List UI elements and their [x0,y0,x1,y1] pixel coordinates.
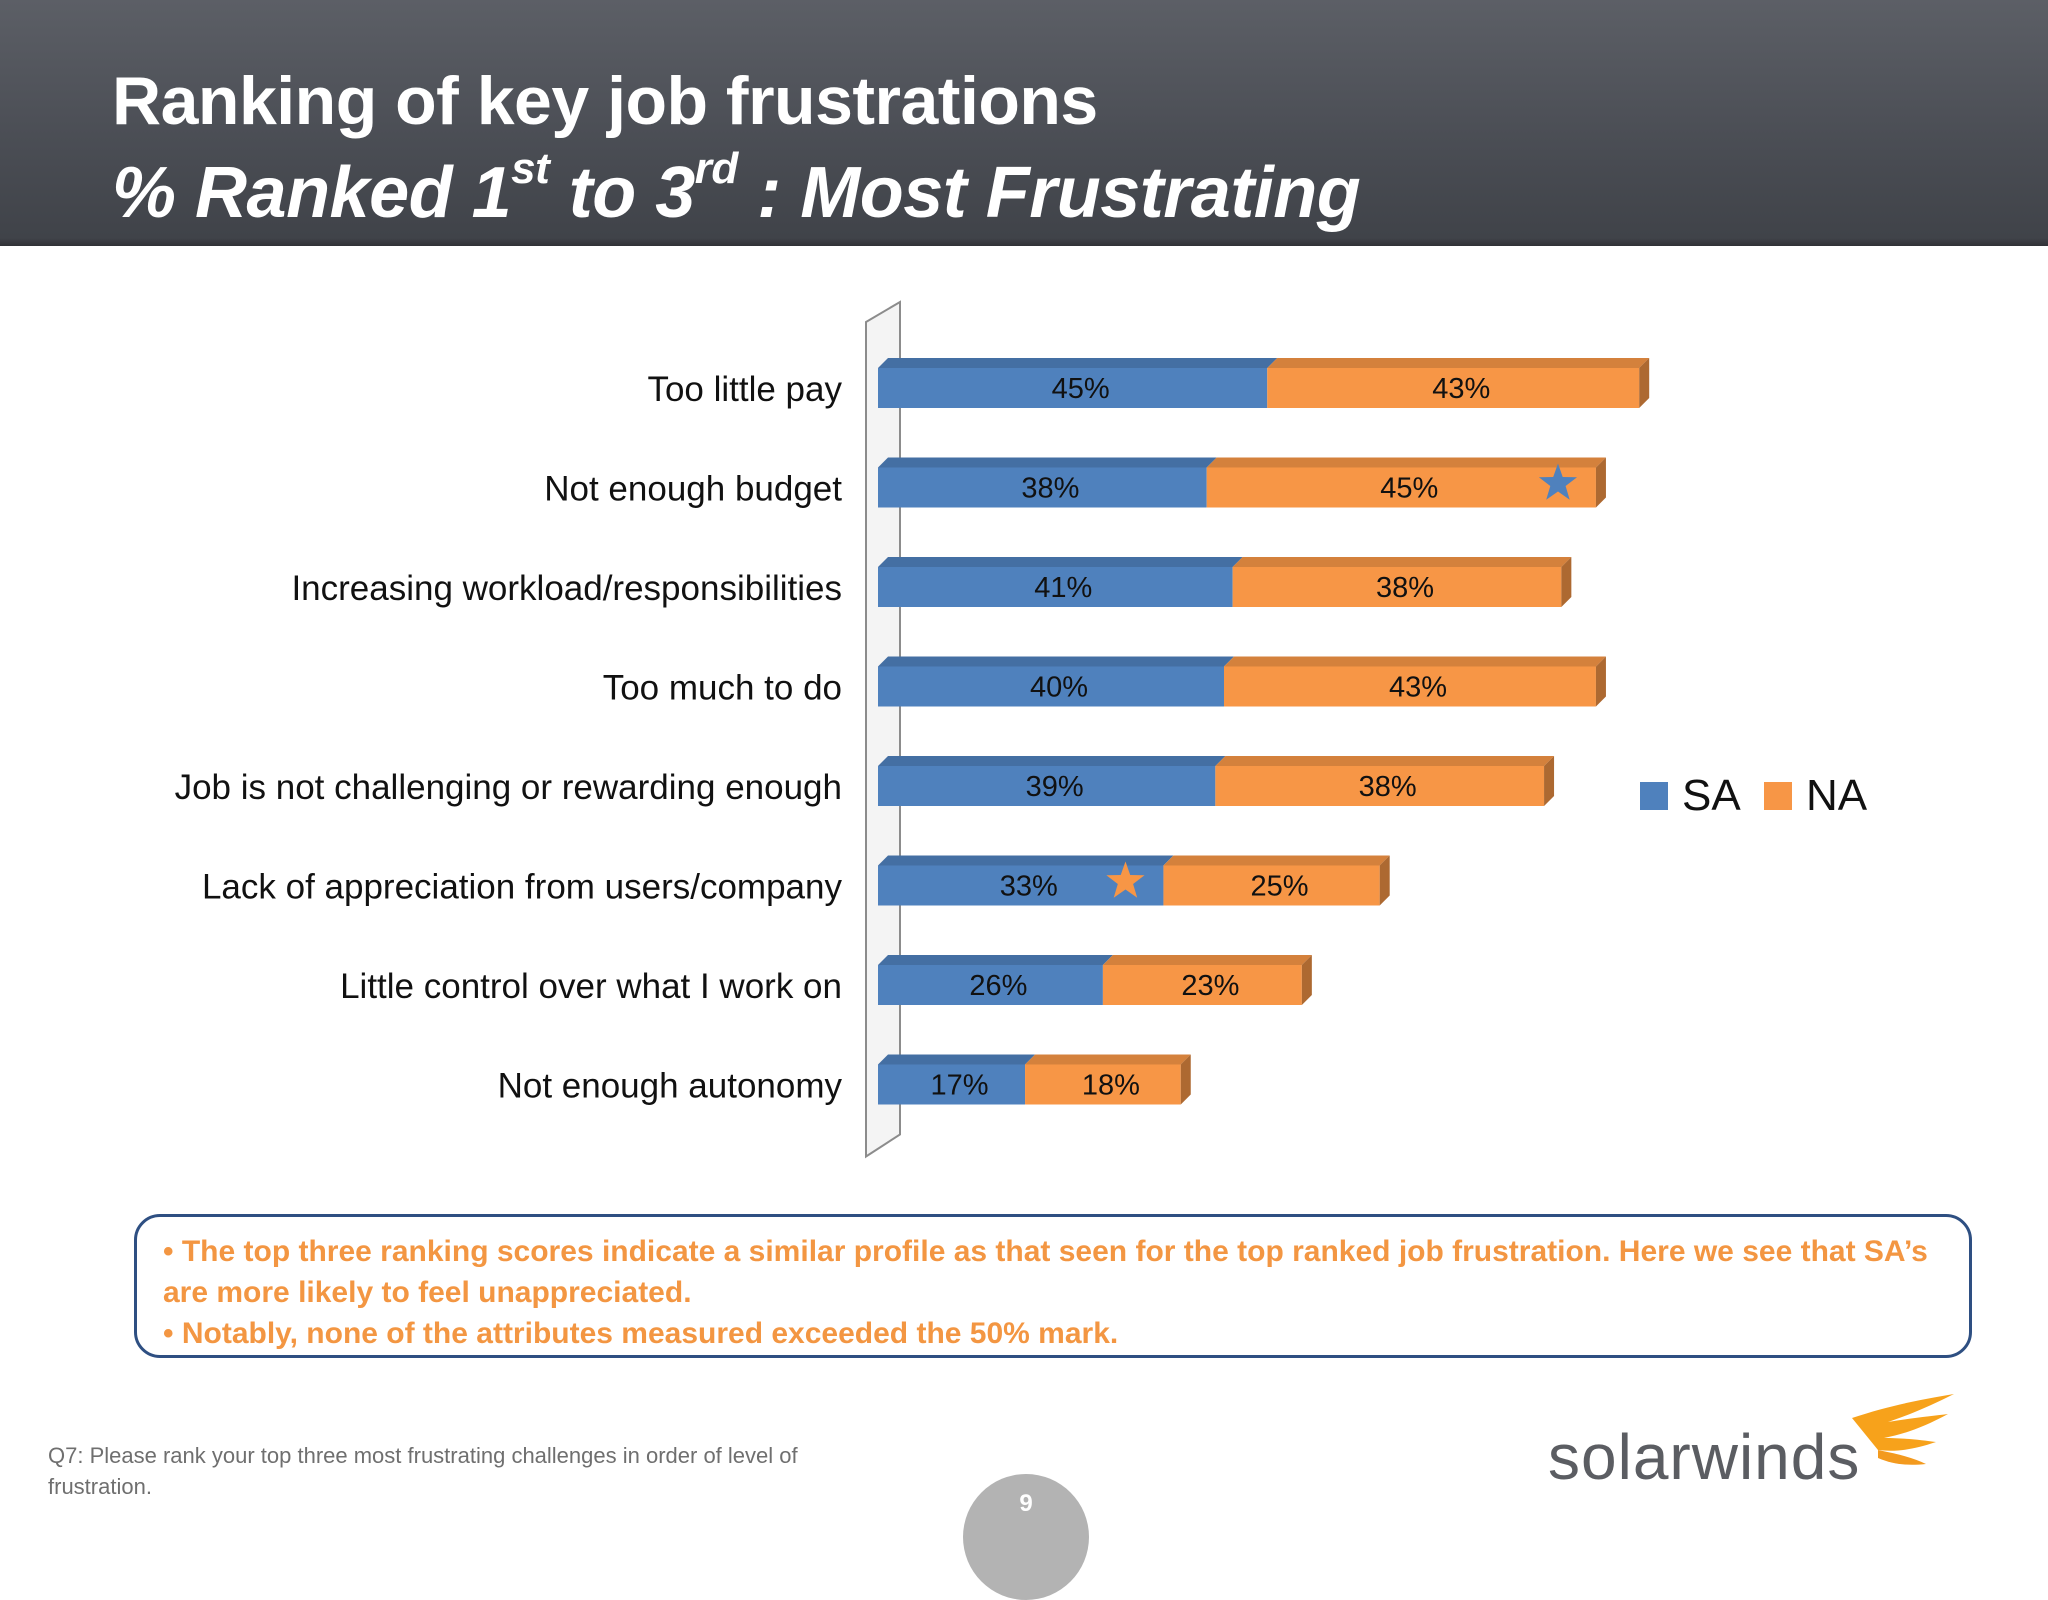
question-footnote: Q7: Please rank your top three most frus… [48,1443,798,1499]
bar-top-sa [878,756,1226,766]
bar-sa [878,965,1103,1005]
data-label-sa: 38% [1021,473,1079,505]
subtitle-part3: : Most Frustrating [737,153,1361,233]
logo-wordmark: solarwinds [1548,1421,1861,1493]
bar-na [1232,567,1562,607]
bar-top-na [1206,457,1606,468]
bar-top-sa [878,955,1113,965]
insight-callout: • The top three ranking scores indicate … [134,1214,1972,1358]
callout-bullet-1: • The top three ranking scores indicate … [163,1235,1928,1309]
data-label-na: 23% [1181,970,1239,1002]
category-label: Lack of appreciation from users/company [202,868,843,907]
bar-top-na [1232,557,1572,567]
data-label-sa: 33% [1000,871,1058,903]
bar-na [1267,368,1640,408]
flame-icon [1852,1394,1954,1465]
bar-na [1025,1064,1181,1105]
subtitle-part2: to 3 [549,153,696,233]
solarwinds-logo: solarwinds [1548,1394,1954,1498]
data-label-sa: 17% [931,1070,989,1102]
bar-sa [878,865,1164,906]
slide-title: Ranking of key job frustrations [112,63,1098,139]
bar-na [1206,467,1596,508]
category-label: Not enough autonomy [498,1067,843,1106]
bar-side [1180,1054,1191,1105]
data-label-sa: 41% [1034,572,1092,604]
data-label-sa: 39% [1026,771,1084,803]
slide-subtitle: % Ranked 1st to 3rd : Most Frustrating [112,144,1361,234]
bar-top-na [1224,656,1606,667]
bar-sa [878,1064,1026,1105]
bar-top-na [1163,855,1390,866]
bar-na [1215,766,1545,806]
frustrations-bar-chart: Too little pay 45% 43% Not enough budget 38%… [175,300,1868,1159]
category-label: Too much to do [603,669,842,708]
data-label-na: 38% [1359,771,1417,803]
bar-side [1379,855,1390,906]
data-label-na: 38% [1376,572,1434,604]
bar-side [1301,955,1312,1005]
bar-top-sa [878,1054,1036,1065]
legend-swatch-na [1764,782,1792,810]
legend-label-na: NA [1806,771,1868,820]
subtitle-part1: % Ranked 1 [112,153,512,233]
data-label-sa: 40% [1030,672,1088,704]
data-label-na: 43% [1389,672,1447,704]
bar-top-na [1215,756,1555,766]
page-number: 9 [1019,1490,1033,1517]
category-label: Increasing workload/responsibilities [291,569,842,608]
callout-bullet-2: • Notably, none of the attributes measur… [163,1317,1119,1350]
bar-side [1544,756,1555,806]
bar-side [1639,358,1650,408]
bar-side [1595,457,1606,508]
subtitle-sup1: st [511,144,550,193]
bar-na [1163,865,1380,906]
bar-sa [878,766,1216,806]
category-label: Not enough budget [544,470,842,509]
star-icon [1106,861,1145,898]
bar-top-na [1102,955,1312,965]
bar-top-na [1267,358,1650,368]
bar-sa [878,666,1224,707]
category-label: Job is not challenging or rewarding enou… [175,768,842,807]
slide-header: Ranking of key job frustrations % Ranked… [0,0,2048,246]
bar-top-sa [878,557,1243,567]
bar-side [1595,656,1606,707]
category-label: Little control over what I work on [340,967,842,1006]
data-label-na: 43% [1432,373,1490,405]
bar-na [1102,965,1302,1005]
bar-sa [878,567,1233,607]
bar-top-na [1025,1054,1191,1065]
data-label-na: 45% [1380,473,1438,505]
bar-sa [878,368,1268,408]
data-label-na: 18% [1082,1070,1140,1102]
bar-sa [878,467,1207,508]
data-label-na: 25% [1251,871,1309,903]
bar-top-sa [878,855,1174,866]
bar-side [1561,557,1572,607]
star-icon [1538,463,1577,500]
axis-wall [865,300,901,1159]
bar-top-sa [878,656,1234,667]
legend-swatch-sa [1640,782,1668,810]
subtitle-sup2: rd [694,144,739,193]
data-label-sa: 26% [969,970,1027,1002]
bar-top-sa [878,457,1217,468]
data-label-sa: 45% [1052,373,1110,405]
bar-na [1224,666,1596,707]
bar-top-sa [878,358,1278,368]
legend-label-sa: SA [1682,771,1741,820]
category-label: Too little pay [647,370,842,409]
page-number-badge: 9 [963,1474,1089,1600]
